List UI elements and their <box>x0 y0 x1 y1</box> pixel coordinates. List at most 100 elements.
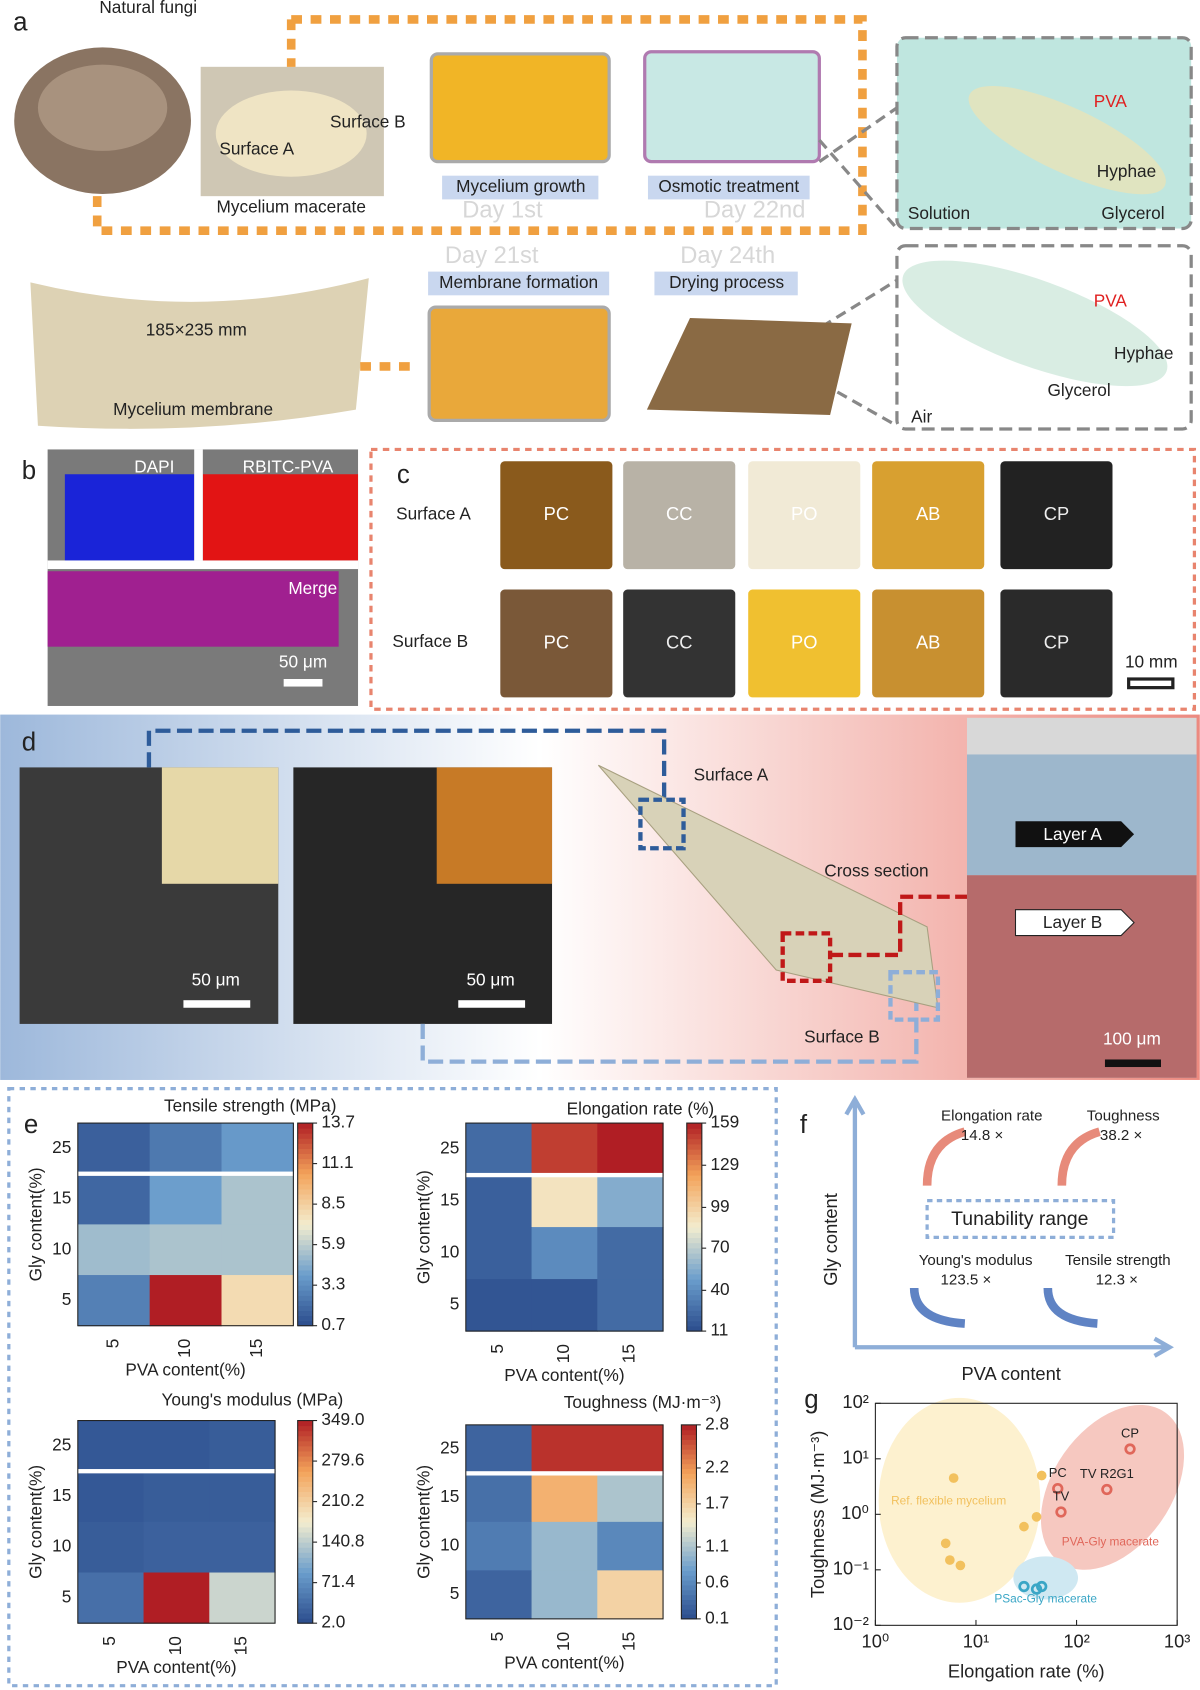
colorbar-segment <box>297 1204 313 1210</box>
up-arrow <box>922 1127 967 1186</box>
colorbar-segment <box>297 1613 313 1619</box>
scale-label: 10 mm <box>1125 651 1178 671</box>
colorbar-label: 0.1 <box>705 1607 729 1627</box>
colorbar-segment <box>297 1531 313 1538</box>
label: 185×235 mm <box>146 319 247 339</box>
sample-label: PC <box>544 503 569 524</box>
x-tick-label: 5 <box>487 1632 507 1642</box>
step-box <box>442 175 599 200</box>
colorbar-segment <box>297 1295 313 1301</box>
colorbar-segment <box>686 1310 702 1317</box>
heat-cell <box>149 1224 223 1276</box>
connector <box>146 728 667 798</box>
colorbar-segment <box>297 1158 313 1165</box>
x-tick-label: 5 <box>487 1344 507 1354</box>
axis-break <box>461 1172 664 1178</box>
sample-photo <box>1000 461 1113 570</box>
scale-label: 50 μm <box>192 969 240 989</box>
panel-frame <box>369 447 1197 711</box>
heat-cell <box>597 1227 664 1280</box>
heat-cell <box>531 1473 598 1523</box>
colorbar-segment <box>297 1143 313 1149</box>
colorbar-segment <box>297 1521 313 1528</box>
colorbar-segment <box>686 1164 702 1171</box>
sample-photo <box>748 461 861 570</box>
point-label: CP <box>1121 1425 1139 1440</box>
colorbar-segment <box>297 1188 313 1195</box>
fungi-photo-highlight <box>37 64 168 151</box>
colorbar-segment <box>681 1555 697 1562</box>
colorbar-frame <box>297 1122 314 1327</box>
heat-cell <box>143 1521 210 1574</box>
x-tick-label: 10 <box>165 1636 185 1655</box>
heat-cell <box>465 1123 533 1176</box>
sample-photo <box>1000 589 1113 698</box>
scale-label: 50 μm <box>466 969 514 989</box>
colorbar-segment <box>297 1602 313 1609</box>
label: Natural fungi <box>99 0 197 17</box>
colorbar-segment <box>681 1517 697 1523</box>
sample-photo <box>623 461 736 570</box>
label: PVA <box>1094 91 1128 111</box>
x-tick-label: 15 <box>619 1344 639 1363</box>
colorbar-segment <box>686 1190 702 1197</box>
colorbar-segment <box>297 1128 313 1134</box>
data-point <box>945 1555 955 1565</box>
connector <box>420 1002 919 1064</box>
x-tick-label: 10³ <box>1164 1630 1190 1651</box>
y-tick-label: 15 <box>440 1486 459 1506</box>
colorbar-segment <box>297 1183 313 1190</box>
label: PVA <box>1094 290 1128 310</box>
colorbar-segment <box>297 1199 313 1205</box>
colorbar-segment <box>686 1263 702 1270</box>
step-label: Osmotic treatment <box>658 176 799 196</box>
colorbar-segment <box>297 1537 313 1543</box>
colorbar-segment <box>681 1424 697 1431</box>
label: Layer B <box>1043 912 1102 932</box>
heat-cell <box>465 1570 533 1620</box>
heat-cell <box>597 1424 664 1474</box>
heat-cell <box>209 1471 276 1523</box>
heat-cell <box>597 1473 664 1523</box>
colorbar-segment <box>297 1148 313 1155</box>
colorbar-segment <box>681 1507 697 1513</box>
heat-cell <box>77 1224 151 1276</box>
colorbar-segment <box>297 1259 313 1266</box>
label: Glycerol <box>1047 380 1110 400</box>
colorbar-segment <box>681 1512 697 1518</box>
chart-title: Tensile strength (MPa) <box>164 1095 336 1115</box>
colorbar-segment <box>681 1584 697 1591</box>
axis-break <box>73 1469 276 1474</box>
x-tick-label: 15 <box>231 1636 251 1655</box>
colorbar-segment <box>297 1219 313 1225</box>
tag <box>1014 909 1135 937</box>
zoom-box <box>638 797 686 851</box>
rbitc-image <box>202 474 359 561</box>
axes <box>844 1095 1174 1358</box>
label: Elongation rate <box>941 1108 1042 1125</box>
colorbar-label: 1.7 <box>705 1492 729 1512</box>
step-label: Mycelium growth <box>456 176 585 196</box>
heat-cell <box>77 1572 145 1624</box>
colorbar-segment <box>681 1502 697 1508</box>
heat-cell <box>221 1173 294 1225</box>
label: 123.5 × <box>941 1271 992 1288</box>
heat-cell <box>465 1175 533 1228</box>
colorbar-segment <box>297 1557 313 1563</box>
colorbar-segment <box>297 1264 313 1271</box>
colorbar-segment <box>297 1445 313 1452</box>
plot-frame <box>77 1122 294 1327</box>
y-tick-label: 25 <box>440 1138 459 1158</box>
x-tick-label: 10⁰ <box>862 1630 890 1651</box>
colorbar-segment <box>297 1501 313 1508</box>
label: 38.2 × <box>1100 1127 1142 1144</box>
colorbar-segment <box>681 1604 697 1610</box>
region <box>878 1397 1041 1603</box>
label: Layer A <box>1043 824 1102 844</box>
colorbar-segment <box>686 1154 702 1161</box>
colorbar-label: 159 <box>710 1112 739 1132</box>
colorbar-segment <box>681 1614 697 1620</box>
heat-cell <box>531 1123 598 1176</box>
colorbar-segment <box>297 1456 313 1462</box>
heat-cell <box>209 1521 276 1574</box>
